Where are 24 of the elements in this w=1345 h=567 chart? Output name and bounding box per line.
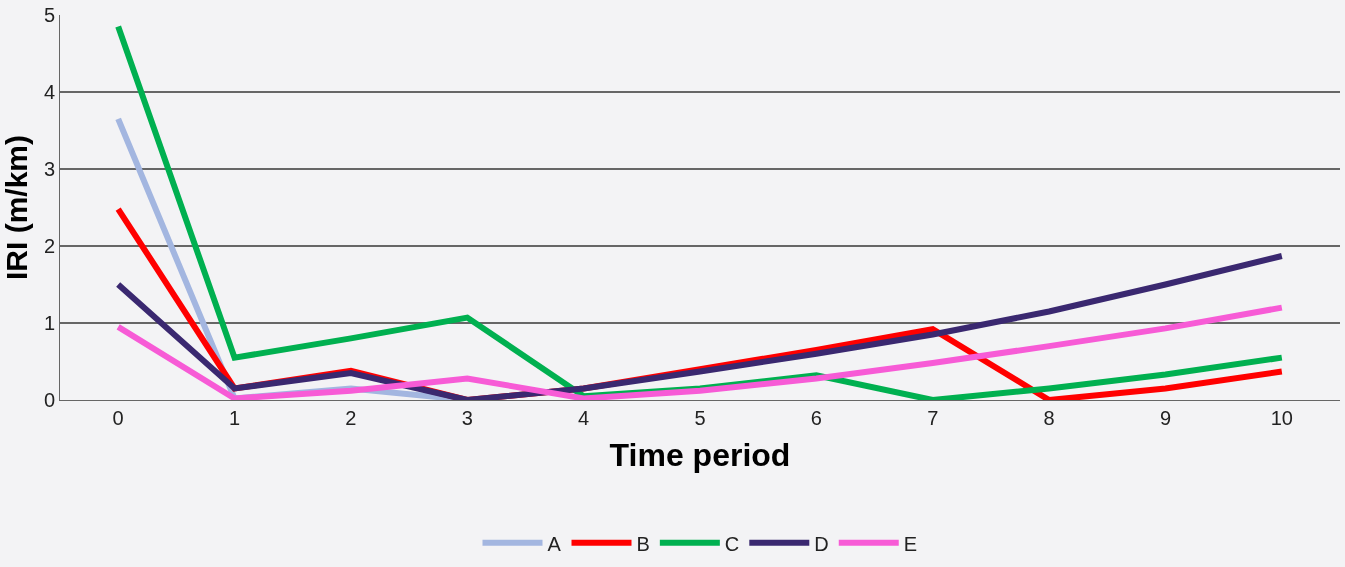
legend-label: D xyxy=(814,532,829,555)
x-tick-label: 7 xyxy=(927,407,939,429)
x-tick-label: 10 xyxy=(1270,407,1293,429)
x-tick-label: 6 xyxy=(810,407,822,429)
x-tick-label: 8 xyxy=(1043,407,1055,429)
y-tick-label: 4 xyxy=(43,81,55,103)
x-tick-label: 9 xyxy=(1159,407,1172,429)
legend-label: E xyxy=(903,532,918,555)
y-tick-label: 1 xyxy=(43,312,55,334)
y-tick-label: 3 xyxy=(43,158,55,180)
x-tick-label: 1 xyxy=(228,407,241,429)
y-tick-label: 5 xyxy=(43,4,55,26)
y-tick-label: 2 xyxy=(43,235,55,257)
x-axis-title: Time period xyxy=(609,436,791,473)
y-tick-label: 0 xyxy=(43,389,55,411)
x-tick-label: 0 xyxy=(112,407,124,429)
legend-label: A xyxy=(547,532,562,555)
y-axis-title: IRI (m/km) xyxy=(0,134,33,281)
legend-label: C xyxy=(724,532,740,555)
legend-label: B xyxy=(636,532,650,555)
x-tick-label: 2 xyxy=(345,407,357,429)
x-tick-label: 5 xyxy=(694,407,706,429)
x-tick-label: 4 xyxy=(578,407,590,429)
x-tick-label: 3 xyxy=(461,407,473,429)
